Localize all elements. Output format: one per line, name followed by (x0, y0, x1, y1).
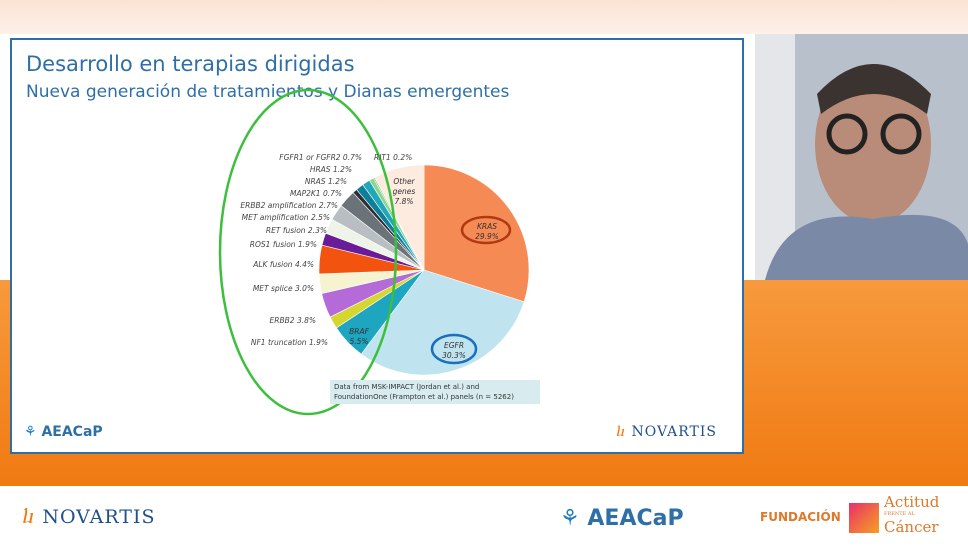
braf-value: 5.5% (349, 337, 369, 346)
note-line-1: Data from MSK-IMPACT (Jordan et al.) and (334, 383, 480, 391)
label-erbb2: ERBB2 3.8% (269, 316, 316, 325)
novartis-footer-text: NOVARTIS (42, 506, 156, 528)
label-fgfr: FGFR1 or FGFR2 0.7% (279, 153, 362, 162)
aeacap-logo-footer: ⚘ AEACaP (560, 506, 684, 531)
green-highlight-ellipse (218, 88, 398, 416)
kras-highlight-circle (460, 215, 512, 245)
label-met-amp: MET amplification 2.5% (241, 213, 330, 222)
label-alk: ALK fusion 4.4% (253, 260, 314, 269)
other-genes-name: Other genes (392, 177, 416, 196)
novartis-text: NOVARTIS (631, 424, 717, 440)
label-hras: HRAS 1.2% (309, 165, 352, 174)
top-bar (0, 0, 968, 34)
novartis-logo-footer: ⴑ NOVARTIS (22, 506, 156, 528)
fundacion-text: FUNDACIÓN (760, 510, 841, 524)
pie-chart (218, 88, 530, 416)
other-genes-value: 7.8% (394, 197, 414, 206)
label-map2k1: MAP2K1 0.7% (289, 189, 342, 198)
kras-name: KRAS (476, 222, 498, 231)
label-erbb2-amp: ERBB2 amplification 2.7% (240, 201, 338, 210)
aeacap-text: AEACaP (41, 424, 103, 440)
cancer-word: Cáncer (884, 518, 939, 536)
slide-title: Desarrollo en terapias dirigidas (26, 52, 355, 76)
label-rit1: RIT1 0.2% (374, 153, 413, 162)
label-egfr: EGFR 30.3% (434, 341, 474, 361)
speaker-silhouette (755, 34, 968, 280)
pie-slice-egfr (360, 269, 525, 376)
label-ros1: ROS1 fusion 1.9% (249, 240, 317, 249)
speaker-video (755, 34, 968, 280)
slide-subtitle: Nueva generación de tratamientos y Diana… (26, 82, 510, 102)
actitud-word: Actitud (884, 493, 940, 511)
actitud-logo-mark (849, 503, 879, 533)
label-other: Other genes 7.8% (384, 177, 424, 207)
braf-name: BRAF (349, 327, 369, 336)
label-braf: BRAF 5.5% (344, 327, 374, 347)
label-ret: RET fusion 2.3% (265, 226, 327, 235)
egfr-value: 30.3% (442, 351, 466, 360)
note-line-2: FoundationOne (Frampton et al.) panels (… (334, 393, 514, 401)
label-kras: KRAS 29.9% (467, 222, 507, 242)
label-nf1: NF1 truncation 1.9% (250, 338, 328, 347)
frente-word: FRENTE AL (884, 511, 915, 517)
label-met-splice: MET splice 3.0% (252, 284, 314, 293)
aeacap-logo-slide: ⚘ AEACaP (24, 424, 103, 440)
data-source-note: Data from MSK-IMPACT (Jordan et al.) and… (330, 380, 540, 404)
aeacap-footer-text: AEACaP (587, 506, 684, 531)
egfr-name: EGFR (443, 341, 465, 350)
egfr-highlight-circle (430, 333, 478, 365)
novartis-logo-slide: ⴑ NOVARTIS (616, 424, 717, 440)
label-nras: NRAS 1.2% (304, 177, 347, 186)
pie-slice-other-genes (374, 164, 425, 271)
kras-value: 29.9% (475, 232, 499, 241)
actitud-logo-text: Actitud FRENTE AL Cáncer (884, 493, 939, 536)
presentation-slide: Desarrollo en terapias dirigidas Nueva g… (10, 38, 744, 454)
pie-slice-kras (423, 164, 530, 303)
